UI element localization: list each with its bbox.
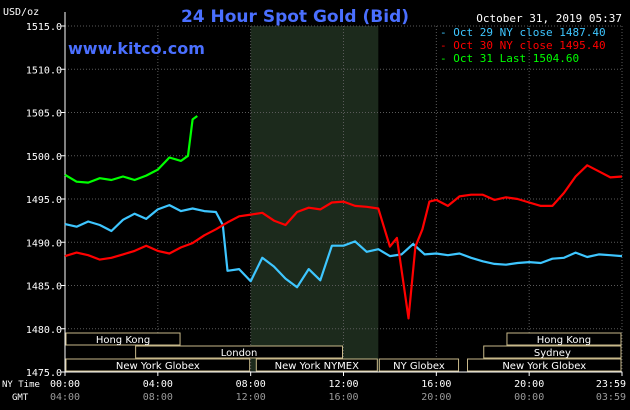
chart-title: 24 Hour Spot Gold (Bid) (181, 7, 409, 27)
x-axis-label-ny: NY Time (2, 380, 40, 390)
session-box (483, 345, 622, 359)
x-tick-label-gmt: 03:59 (596, 392, 626, 403)
x-tick-label-ny: 16:00 (421, 379, 451, 390)
session-label: New York NYMEX (275, 361, 360, 372)
x-tick-label-gmt: 00:00 (514, 392, 544, 403)
series-line-1 (64, 204, 623, 289)
legend-entry-2: - Oct 30 NY close 1495.40 (440, 39, 606, 52)
session-label: London (221, 348, 258, 359)
session-box (255, 358, 378, 372)
y-tick-label: 1515.0 (26, 22, 62, 33)
x-tick-label-gmt: 08:00 (143, 392, 173, 403)
session-label: Sydney (534, 348, 571, 359)
session-label: Hong Kong (96, 335, 150, 346)
x-axis-label-gmt: GMT (12, 393, 29, 403)
y-tick-label: 1505.0 (26, 109, 62, 120)
x-tick-label-gmt: 20:00 (421, 392, 451, 403)
session-label: New York Globex (116, 361, 200, 372)
session-box (378, 358, 460, 372)
y-tick-label: 1495.0 (26, 195, 62, 206)
x-tick-label-ny: 23:59 (596, 379, 626, 390)
legend-entry-3: - Oct 31 Last 1504.60 (440, 52, 579, 65)
x-tick-label-ny: 08:00 (236, 379, 266, 390)
session-box (506, 332, 622, 346)
x-tick-label-ny: 04:00 (143, 379, 173, 390)
y-tick-label: 1480.0 (26, 325, 62, 336)
y-tick-label: 1485.0 (26, 282, 62, 293)
y-axis-label: USD/oz (3, 7, 39, 18)
y-tick-label: 1490.0 (26, 238, 62, 249)
session-box (65, 332, 181, 346)
session-label: New York Globex (502, 361, 586, 372)
session-box (135, 345, 343, 359)
y-tick-label: 1475.0 (26, 368, 62, 379)
series-line-2 (64, 164, 623, 320)
series-line-3 (64, 115, 198, 184)
x-tick-label-gmt: 04:00 (50, 392, 80, 403)
x-tick-label-ny: 00:00 (50, 379, 80, 390)
x-tick-label-ny: 12:00 (328, 379, 358, 390)
x-tick-label-gmt: 12:00 (236, 392, 266, 403)
x-tick-label-ny: 20:00 (514, 379, 544, 390)
session-box (467, 358, 622, 372)
timestamp-label: October 31, 2019 05:37 (476, 12, 622, 25)
legend-entry-1: - Oct 29 NY close 1487.40 (440, 26, 606, 39)
source-watermark: www.kitco.com (68, 39, 205, 58)
x-tick-label-gmt: 16:00 (328, 392, 358, 403)
y-tick-label: 1510.0 (26, 65, 62, 76)
session-label: NY Globex (393, 361, 445, 372)
session-label: Hong Kong (537, 335, 591, 346)
y-tick-label: 1500.0 (26, 152, 62, 163)
session-box (65, 358, 251, 372)
